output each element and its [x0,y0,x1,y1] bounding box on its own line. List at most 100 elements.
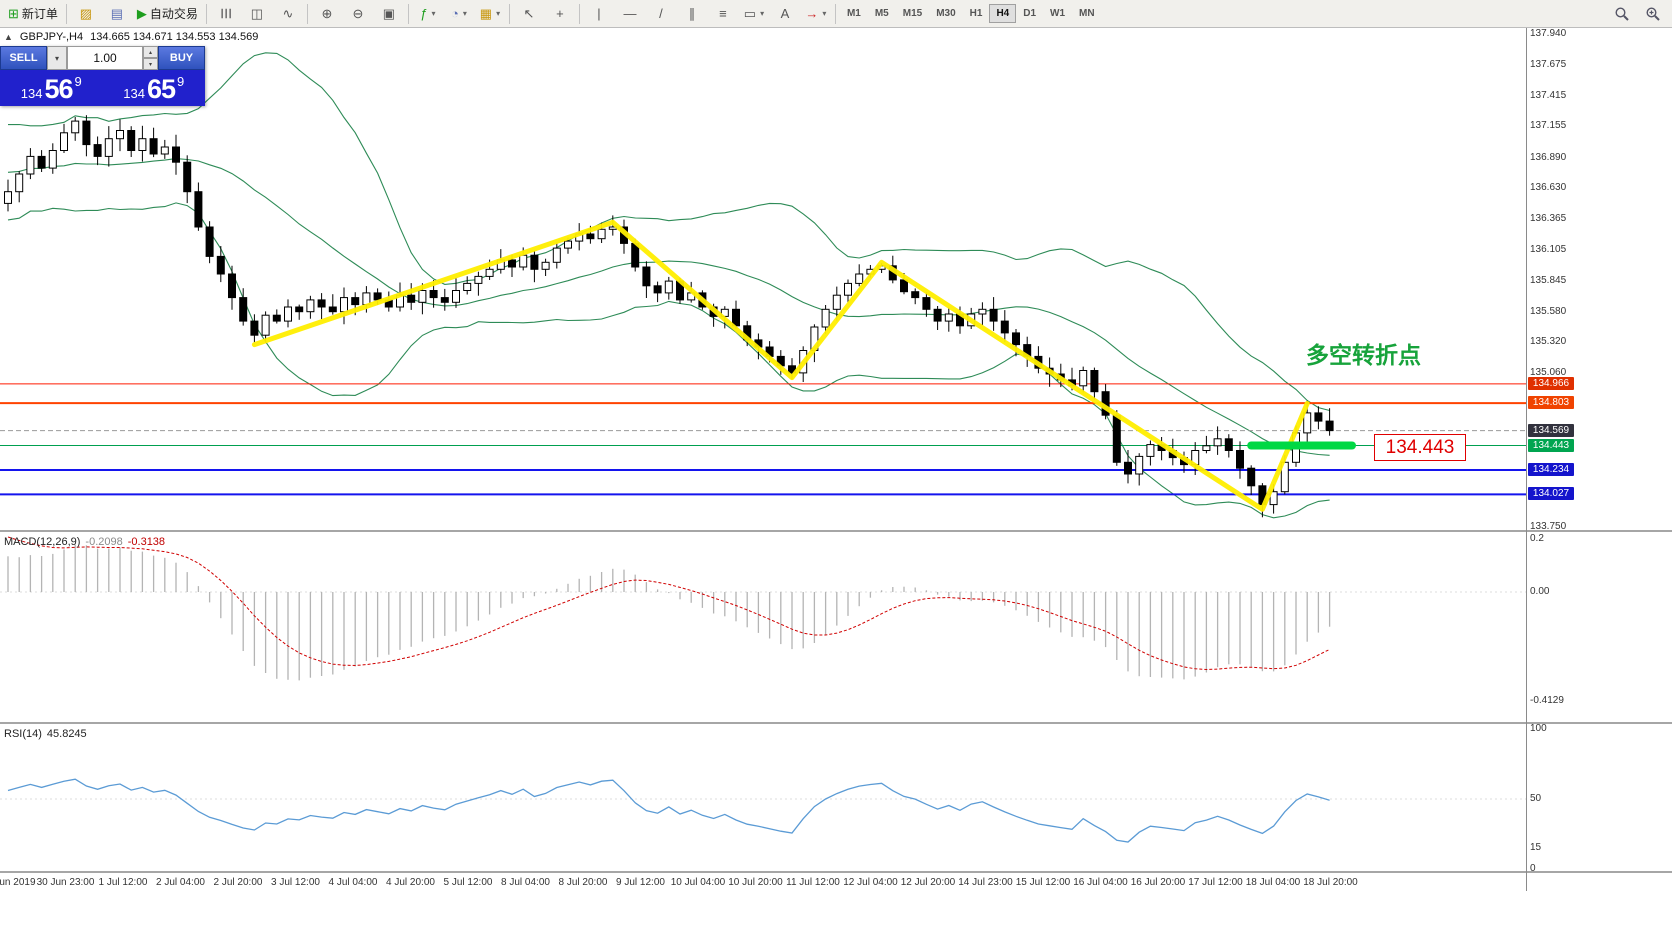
crosshair-button[interactable]: + [545,2,575,26]
timeframe-button[interactable]: H1 [963,4,990,23]
vertical-line-button[interactable]: | [584,2,614,26]
profiles-button[interactable]: ▨ [71,2,101,26]
trade-prices-row: 134 56 9 134 65 9 [0,70,205,106]
sell-price-display[interactable]: 134 56 9 [0,70,103,106]
sell-price-sup: 9 [74,74,82,89]
rsi-label: RSI(14) 45.8245 [4,728,87,740]
buy-price-big: 65 [146,74,176,104]
text-label-button[interactable]: A [770,2,800,26]
toolbar-separator [508,3,510,24]
new-order-button[interactable]: ⊞ 新订单 [4,2,62,26]
price-axis-border [1526,28,1527,891]
periods-icon: ◔ [451,6,459,21]
data-window-icon: ▤ [110,6,124,21]
volume-up-button[interactable]: ▴ [143,46,158,58]
candlestick-chart-button[interactable]: ◫ [242,2,272,26]
search-icon [1615,6,1629,21]
toolbar-separator [205,3,207,24]
turning-point-annotation: 多空转折点 [1306,342,1421,368]
vertical-line-icon: | [597,6,601,21]
sell-price-prefix: 134 [20,85,43,101]
zoom-in-icon: ⊕ [321,6,333,21]
symbol-info-line: ▲ GBPJPY-,H4 134.665 134.671 134.553 134… [4,31,258,43]
indicators-button[interactable]: ƒ ▾ [413,2,443,26]
buy-price-sup: 9 [177,74,185,89]
toolbar-separator [306,3,308,24]
zoom-window-button[interactable] [1638,2,1668,26]
cursor-button[interactable]: ↖ [514,2,544,26]
templates-icon: ▦ [479,6,493,21]
arrow-tools-icon: → [805,6,819,21]
tile-windows-button[interactable]: ▣ [374,2,404,26]
macd-name: MACD(12,26,9) [4,536,81,548]
search-button[interactable] [1607,2,1637,26]
panel-separator[interactable] [0,530,1672,532]
timeframe-button[interactable]: M15 [896,4,929,23]
timeframe-button[interactable]: M30 [929,4,962,23]
bars-chart-button[interactable]: ☰ [211,2,241,26]
timeframe-button[interactable]: M1 [840,4,868,23]
macd-main-value: -0.2098 [85,536,123,548]
timeframe-bar: M1 M5 M15 M30 H1 H4 D1 W1 MN [840,4,1102,23]
trade-controls-row: SELL ▾ ▴ ▾ BUY [0,46,205,70]
panel-separator[interactable] [0,871,1672,873]
macd-label: MACD(12,26,9) -0.2098 -0.3138 [4,536,165,548]
magnifier-plus-icon [1646,6,1660,21]
trendline-button[interactable]: / [646,2,676,26]
zoom-out-button[interactable]: ⊖ [343,2,373,26]
horizontal-line-button[interactable]: ― [615,2,645,26]
timeframe-button[interactable]: D1 [1016,4,1043,23]
volume-down-button[interactable]: ▾ [143,58,158,70]
tile-windows-icon: ▣ [382,6,396,21]
buy-price-prefix: 134 [123,85,145,101]
chevron-down-icon: ▾ [760,9,765,18]
volume-input[interactable] [67,46,143,70]
horizontal-line-icon: ― [623,6,637,21]
toolbar-separator [578,3,580,24]
templates-button[interactable]: ▦ ▾ [475,2,505,26]
macd-signal-value: -0.3138 [127,536,166,548]
timeframe-button[interactable]: W1 [1043,4,1072,23]
autotrading-button[interactable]: ▶ 自动交易 [133,2,202,26]
sell-button[interactable]: SELL [0,46,47,70]
autotrading-label: 自动交易 [149,7,198,21]
volume-stepper: ▴ ▾ [143,46,158,70]
toolbar-separator [834,3,836,24]
one-click-toggle-icon[interactable]: ▲ [4,32,13,42]
autotrading-play-icon: ▶ [136,6,147,21]
chevron-down-icon: ▾ [496,9,501,18]
chevron-down-icon: ▾ [462,9,467,18]
text-icon: A [780,6,790,21]
periods-button[interactable]: ◔ ▾ [444,2,474,26]
crosshair-icon: + [556,6,564,21]
chevron-down-icon: ▾ [431,9,436,18]
line-chart-button[interactable]: ∿ [273,2,303,26]
candlestick-chart-icon: ◫ [250,6,264,21]
timeframe-button[interactable]: MN [1072,4,1102,23]
arrow-tools-button[interactable]: → ▾ [801,2,831,26]
timeframe-button[interactable]: M5 [868,4,896,23]
shapes-icon: ▭ [743,6,757,21]
zoom-in-button[interactable]: ⊕ [312,2,342,26]
fibonacci-button[interactable]: ≡ [708,2,738,26]
buy-price-display[interactable]: 134 65 9 [103,70,206,106]
line-chart-icon: ∿ [282,6,294,21]
zoom-out-icon: ⊖ [352,6,364,21]
panel-separator[interactable] [0,722,1672,724]
data-window-button[interactable]: ▤ [102,2,132,26]
fibonacci-icon: ≡ [719,6,727,21]
channel-button[interactable]: ∥ [677,2,707,26]
chevron-down-icon: ▾ [822,9,827,18]
new-order-icon: ⊞ [8,6,19,21]
toolbar-separator [65,3,67,24]
shapes-button[interactable]: ▭ ▾ [739,2,769,26]
bars-chart-icon: ☰ [218,7,234,20]
volume-dropdown-button[interactable]: ▾ [47,46,67,70]
buy-button[interactable]: BUY [158,46,205,70]
toolbar-separator [407,3,409,24]
rsi-name: RSI(14) [4,728,42,740]
timeframe-button[interactable]: H4 [989,4,1017,23]
toolbar: ⊞ 新订单 ▨ ▤ ▶ 自动交易 ☰ ◫ ∿ ⊕ ⊖ ▣ ƒ ▾ ◔ ▾ ▦ ▾ [0,0,1672,28]
